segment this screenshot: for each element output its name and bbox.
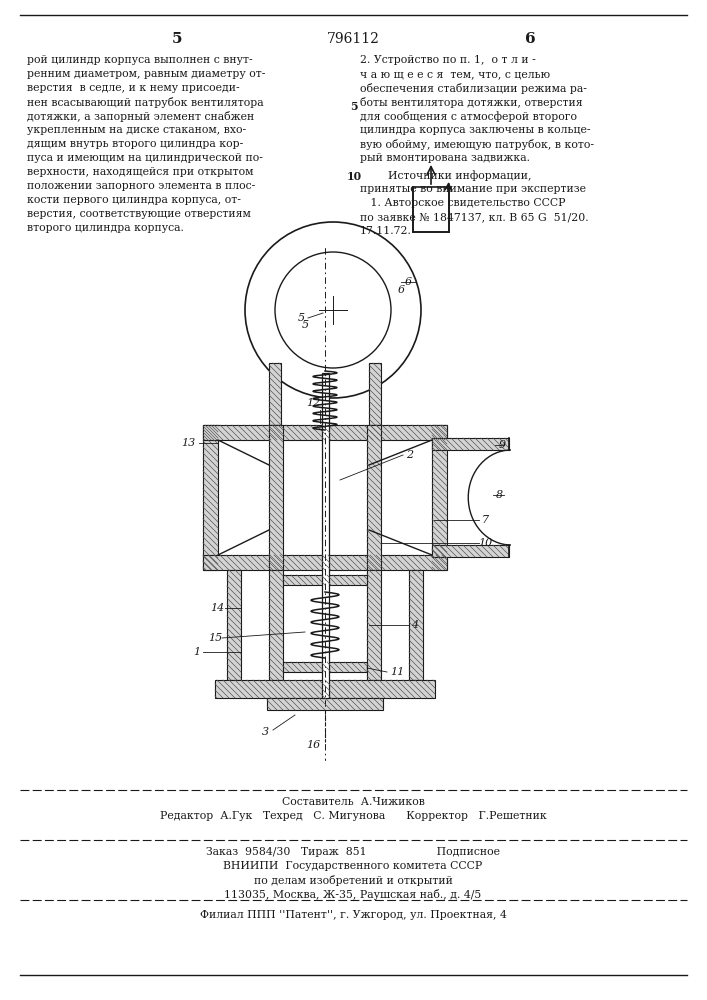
Bar — [367, 570, 381, 680]
Text: 2. Устройство по п. 1,  о т л и -: 2. Устройство по п. 1, о т л и - — [360, 55, 536, 65]
Text: рой цилиндр корпуса выполнен с внут-: рой цилиндр корпуса выполнен с внут- — [27, 55, 252, 65]
Bar — [432, 425, 447, 570]
Bar — [203, 425, 447, 440]
Bar — [267, 698, 383, 710]
Text: 5: 5 — [172, 32, 182, 46]
Bar — [283, 662, 367, 672]
Bar — [283, 575, 367, 585]
Text: боты вентилятора дотяжки, отверстия: боты вентилятора дотяжки, отверстия — [360, 97, 583, 108]
Text: Редактор  А.Гук   Техред   С. Мигунова      Корректор   Г.Решетник: Редактор А.Гук Техред С. Мигунова Коррек… — [160, 811, 547, 821]
Text: Составитель  А.Чижиков: Составитель А.Чижиков — [281, 797, 424, 807]
Bar — [203, 425, 218, 570]
Text: 16: 16 — [306, 740, 320, 750]
Text: кости первого цилиндра корпуса, от-: кости первого цилиндра корпуса, от- — [27, 195, 241, 205]
Text: 10: 10 — [478, 538, 492, 548]
Text: нен всасывающий патрубок вентилятора: нен всасывающий патрубок вентилятора — [27, 97, 264, 108]
Text: обеспечения стабилизации режима ра-: обеспечения стабилизации режима ра- — [360, 83, 587, 94]
Text: дящим внутрь второго цилиндра кор-: дящим внутрь второго цилиндра кор- — [27, 139, 243, 149]
Text: Филиал ППП ''Патент'', г. Ужгород, ул. Проектная, 4: Филиал ППП ''Патент'', г. Ужгород, ул. П… — [199, 910, 506, 920]
Text: 5: 5 — [350, 101, 358, 112]
Bar — [269, 425, 283, 570]
Bar — [227, 570, 241, 680]
Text: 6: 6 — [397, 285, 404, 295]
Text: 4: 4 — [411, 620, 419, 630]
Bar — [409, 570, 423, 680]
Text: 5: 5 — [298, 313, 305, 323]
Text: верстия, соответствующие отверстиям: верстия, соответствующие отверстиям — [27, 209, 251, 219]
Bar — [432, 438, 509, 450]
Bar — [269, 363, 281, 425]
Text: 14: 14 — [210, 603, 224, 613]
Text: 17.11.72.: 17.11.72. — [360, 226, 412, 236]
Bar — [215, 680, 435, 698]
Text: положении запорного элемента в плос-: положении запорного элемента в плос- — [27, 181, 255, 191]
Bar — [269, 570, 283, 680]
Text: по заявке № 1847137, кл. В 65 G  51/20.: по заявке № 1847137, кл. В 65 G 51/20. — [360, 212, 589, 222]
Text: 8: 8 — [496, 490, 503, 500]
Bar — [369, 363, 381, 425]
Text: 11: 11 — [390, 667, 404, 677]
Text: ренним диаметром, равным диаметру от-: ренним диаметром, равным диаметру от- — [27, 69, 265, 79]
Text: вую обойму, имеющую патрубок, в кото-: вую обойму, имеющую патрубок, в кото- — [360, 139, 594, 150]
Text: 9: 9 — [498, 440, 506, 450]
Text: второго цилиндра корпуса.: второго цилиндра корпуса. — [27, 223, 184, 233]
Text: цилиндра корпуса заключены в кольце-: цилиндра корпуса заключены в кольце- — [360, 125, 590, 135]
Text: 113035, Москва, Ж-35, Раушская наб., д. 4/5: 113035, Москва, Ж-35, Раушская наб., д. … — [224, 889, 481, 900]
Text: ч а ю щ е е с я  тем, что, с целью: ч а ю щ е е с я тем, что, с целью — [360, 69, 550, 79]
Bar — [367, 425, 381, 570]
Text: 12: 12 — [306, 398, 320, 408]
Text: рый вмонтирована задвижка.: рый вмонтирована задвижка. — [360, 153, 530, 163]
Text: 1. Авторское свидетельство СССР: 1. Авторское свидетельство СССР — [360, 198, 566, 208]
Bar — [413, 187, 449, 232]
Text: 13: 13 — [181, 438, 195, 448]
Bar — [432, 545, 509, 557]
Text: Заказ  9584/30   Тираж  851                    Подписное: Заказ 9584/30 Тираж 851 Подписное — [206, 847, 500, 857]
Text: Источники информации,: Источники информации, — [360, 170, 532, 181]
Bar — [322, 373, 329, 698]
Text: 6: 6 — [525, 32, 535, 46]
Text: дотяжки, а запорный элемент снабжен: дотяжки, а запорный элемент снабжен — [27, 111, 255, 122]
Text: 15: 15 — [208, 633, 222, 643]
Text: принятые во внимание при экспертизе: принятые во внимание при экспертизе — [360, 184, 586, 194]
Text: верстия  в седле, и к нему присоеди-: верстия в седле, и к нему присоеди- — [27, 83, 240, 93]
Text: по делам изобретений и открытий: по делам изобретений и открытий — [254, 875, 452, 886]
Text: 796112: 796112 — [327, 32, 380, 46]
Bar — [203, 555, 447, 570]
Text: ВНИИПИ  Государственного комитета СССР: ВНИИПИ Государственного комитета СССР — [223, 861, 483, 871]
Text: 6: 6 — [404, 277, 411, 287]
Text: верхности, находящейся при открытом: верхности, находящейся при открытом — [27, 167, 254, 177]
Text: 1: 1 — [194, 647, 201, 657]
Text: 5: 5 — [301, 320, 308, 330]
Text: 10: 10 — [347, 171, 362, 182]
Text: 2: 2 — [407, 450, 414, 460]
Text: 3: 3 — [262, 727, 269, 737]
Text: для сообщения с атмосферой второго: для сообщения с атмосферой второго — [360, 111, 577, 122]
Text: 7: 7 — [481, 515, 489, 525]
Text: укрепленным на диске стаканом, вхо-: укрепленным на диске стаканом, вхо- — [27, 125, 246, 135]
Text: пуса и имеющим на цилиндрической по-: пуса и имеющим на цилиндрической по- — [27, 153, 263, 163]
